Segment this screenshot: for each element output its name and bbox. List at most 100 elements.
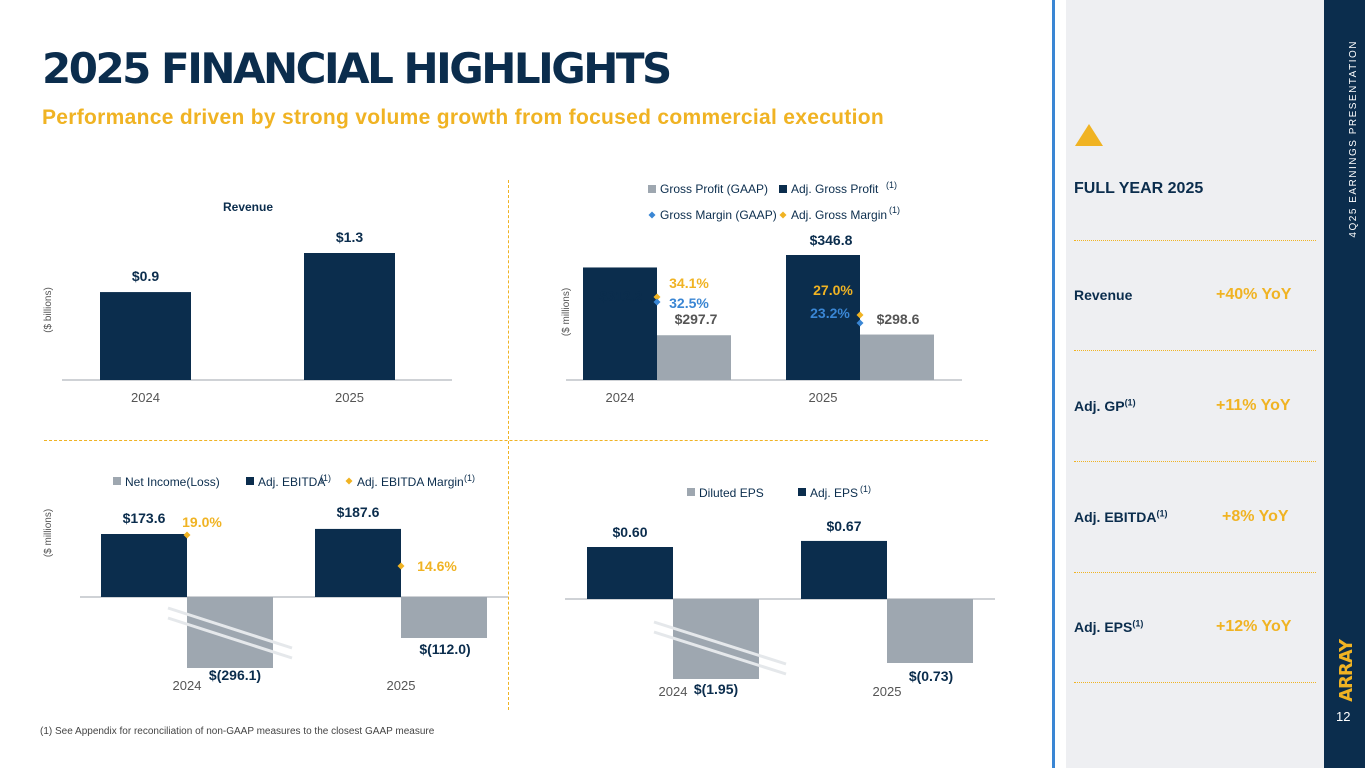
data-label: 19.0% — [182, 514, 222, 530]
charts-canvas: Revenue ($ billions) $0.9 2024 $1.3 2025 ($ mi… — [43, 180, 995, 699]
bar-adj-gross-profit — [583, 267, 657, 380]
y-axis-label: ($ millions) — [561, 288, 572, 336]
legend-swatch — [246, 477, 254, 485]
data-label: $(296.1) — [209, 667, 261, 683]
x-tick-label: 2024 — [173, 678, 202, 693]
bar-adj-gross-profit — [786, 255, 860, 380]
marker-gross-margin-gaap — [653, 298, 661, 306]
data-label: $298.6 — [877, 311, 920, 327]
x-tick-label: 2025 — [335, 390, 364, 405]
marker-gross-margin-gaap — [856, 319, 864, 327]
bar-revenue — [100, 292, 191, 380]
bar-gross-profit-gaap — [860, 334, 934, 380]
vertical-divider — [508, 180, 509, 710]
data-label: $(1.95) — [694, 681, 738, 697]
bar-diluted-eps — [673, 599, 759, 679]
array-logo: ARRAY — [1336, 640, 1357, 702]
chart-title: Revenue — [223, 200, 273, 214]
bar-gross-profit-gaap — [657, 335, 731, 380]
data-label: $0.67 — [826, 518, 861, 534]
legend-superscript: (1) — [320, 473, 331, 483]
marker-adj-gross-margin — [856, 311, 864, 319]
legend-marker — [648, 211, 656, 219]
data-label: $0.60 — [612, 524, 647, 540]
y-axis-label: ($ millions) — [43, 509, 54, 557]
axis-break-mark — [167, 616, 293, 660]
summary-divider — [1074, 240, 1316, 241]
data-label: $(0.73) — [909, 668, 953, 684]
brand-strip — [1324, 0, 1365, 768]
bar-adj-eps — [801, 540, 887, 599]
x-tick-label: 2024 — [131, 390, 160, 405]
bar-adj-eps — [587, 547, 673, 599]
legend-label: Adj. Gross Profit — [791, 182, 879, 196]
data-label: $1.3 — [336, 229, 363, 245]
data-label: 23.2% — [810, 305, 850, 321]
marker-adj-ebitda-margin — [183, 531, 191, 539]
y-axis-label: ($ billions) — [43, 287, 54, 333]
bar-diluted-eps — [887, 599, 973, 663]
x-tick-label: 2025 — [873, 684, 902, 699]
data-label: $346.8 — [810, 232, 853, 248]
metric-label-revenue: Revenue — [1074, 287, 1133, 303]
data-label: $187.6 — [337, 504, 380, 520]
horizontal-divider — [44, 440, 988, 441]
bar-net-income — [187, 597, 273, 668]
x-tick-label: 2024 — [659, 684, 688, 699]
metric-value-revenue: +40% YoY — [1216, 286, 1292, 303]
legend-label: Gross Margin (GAAP) — [660, 208, 777, 222]
data-label: $173.6 — [123, 510, 166, 526]
summary-divider — [1074, 572, 1316, 573]
x-tick-label: 2025 — [387, 678, 416, 693]
bar-adj-ebitda — [315, 528, 401, 597]
presentation-label: 4Q25 EARNINGS PRESENTATION — [1348, 40, 1359, 238]
marker-adj-ebitda-margin — [397, 562, 405, 570]
legend-superscript: (1) — [464, 473, 475, 483]
legend-label: Gross Profit (GAAP) — [660, 182, 768, 196]
metric-value-adj-gp: +11% YoY — [1216, 397, 1291, 414]
data-label: $312.2 — [600, 288, 643, 304]
summary-heading: FULL YEAR 2025 — [1074, 180, 1204, 197]
bar-adj-ebitda — [101, 534, 187, 597]
page-number: 12 — [1336, 709, 1351, 724]
legend-label: Adj. Gross Margin — [791, 208, 887, 222]
axis-break-mark — [167, 606, 293, 650]
legend-label: Adj. EBITDA — [258, 475, 325, 489]
marker-adj-gross-margin — [653, 293, 661, 301]
legend-swatch — [687, 488, 695, 496]
legend-swatch — [779, 185, 787, 193]
summary-divider — [1074, 682, 1316, 683]
legend-swatch — [113, 477, 121, 485]
page-title: 2025 FINANCIAL HIGHLIGHTS — [42, 44, 672, 93]
metric-label-adj-ebitda: Adj. EBITDA(1) — [1074, 508, 1168, 525]
bar-net-income — [401, 597, 487, 638]
legend-superscript: (1) — [860, 484, 871, 494]
legend-superscript: (1) — [889, 205, 900, 215]
data-label: $297.7 — [675, 311, 718, 327]
metric-label-adj-eps: Adj. EPS(1) — [1074, 618, 1144, 635]
accent-line — [1052, 0, 1055, 768]
footnote: (1) See Appendix for reconciliation of n… — [40, 726, 435, 737]
metric-label-adj-gp: Adj. GP(1) — [1074, 397, 1136, 414]
up-triangle-icon — [1075, 124, 1103, 146]
data-label: $0.9 — [132, 268, 159, 284]
x-tick-label: 2024 — [606, 390, 635, 405]
summary-divider — [1074, 461, 1316, 462]
legend-marker — [345, 477, 353, 485]
data-label: 14.6% — [417, 558, 457, 574]
legend-superscript: (1) — [886, 180, 897, 190]
x-tick-label: 2025 — [809, 390, 838, 405]
summary-divider — [1074, 350, 1316, 351]
data-label: 32.5% — [669, 295, 709, 311]
legend-label: Net Income(Loss) — [125, 475, 220, 489]
summary-panel — [1066, 0, 1324, 768]
page-subtitle: Performance driven by strong volume grow… — [42, 106, 884, 129]
data-label: $(112.0) — [419, 641, 470, 657]
data-label: 34.1% — [669, 275, 709, 291]
legend-label: Adj. EBITDA Margin — [357, 475, 464, 489]
data-label: 27.0% — [813, 282, 853, 298]
legend-marker — [779, 211, 787, 219]
bar-revenue — [304, 253, 395, 380]
axis-break-mark — [653, 620, 787, 666]
legend-label: Adj. EPS — [810, 486, 858, 500]
